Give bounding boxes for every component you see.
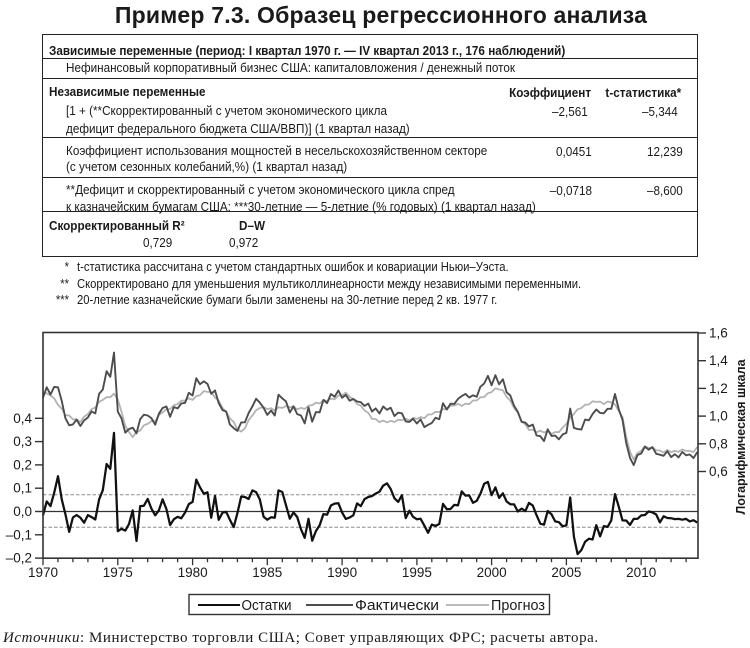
svg-text:0,3: 0,3 — [13, 434, 32, 449]
svg-text:0,4: 0,4 — [13, 411, 32, 426]
svg-text:Логарифмическая шкала: Логарифмическая шкала — [734, 358, 748, 514]
svg-text:1980: 1980 — [178, 565, 208, 580]
svg-text:Остатки: Остатки — [242, 597, 292, 614]
svg-text:1985: 1985 — [252, 565, 282, 580]
svg-text:Фактически: Фактически — [355, 597, 439, 614]
svg-text:1,4: 1,4 — [709, 353, 728, 368]
svg-text:–0,1: –0,1 — [6, 527, 32, 542]
svg-text:2010: 2010 — [626, 565, 656, 580]
svg-text:2005: 2005 — [551, 565, 581, 580]
svg-text:1,6: 1,6 — [709, 326, 728, 341]
svg-text:2000: 2000 — [477, 565, 507, 580]
svg-text:1990: 1990 — [327, 565, 357, 580]
svg-text:0,6: 0,6 — [709, 464, 728, 479]
svg-text:0,2: 0,2 — [13, 457, 32, 472]
svg-text:–0,2: –0,2 — [6, 551, 32, 566]
svg-text:1,2: 1,2 — [709, 381, 728, 396]
svg-text:0,8: 0,8 — [709, 436, 728, 451]
svg-text:Прогноз: Прогноз — [491, 597, 545, 614]
svg-text:1970: 1970 — [28, 565, 58, 580]
svg-text:1995: 1995 — [402, 565, 432, 580]
svg-text:1975: 1975 — [103, 565, 133, 580]
svg-text:0,1: 0,1 — [13, 481, 32, 496]
svg-text:0,0: 0,0 — [13, 504, 32, 519]
svg-text:1,0: 1,0 — [709, 409, 728, 424]
